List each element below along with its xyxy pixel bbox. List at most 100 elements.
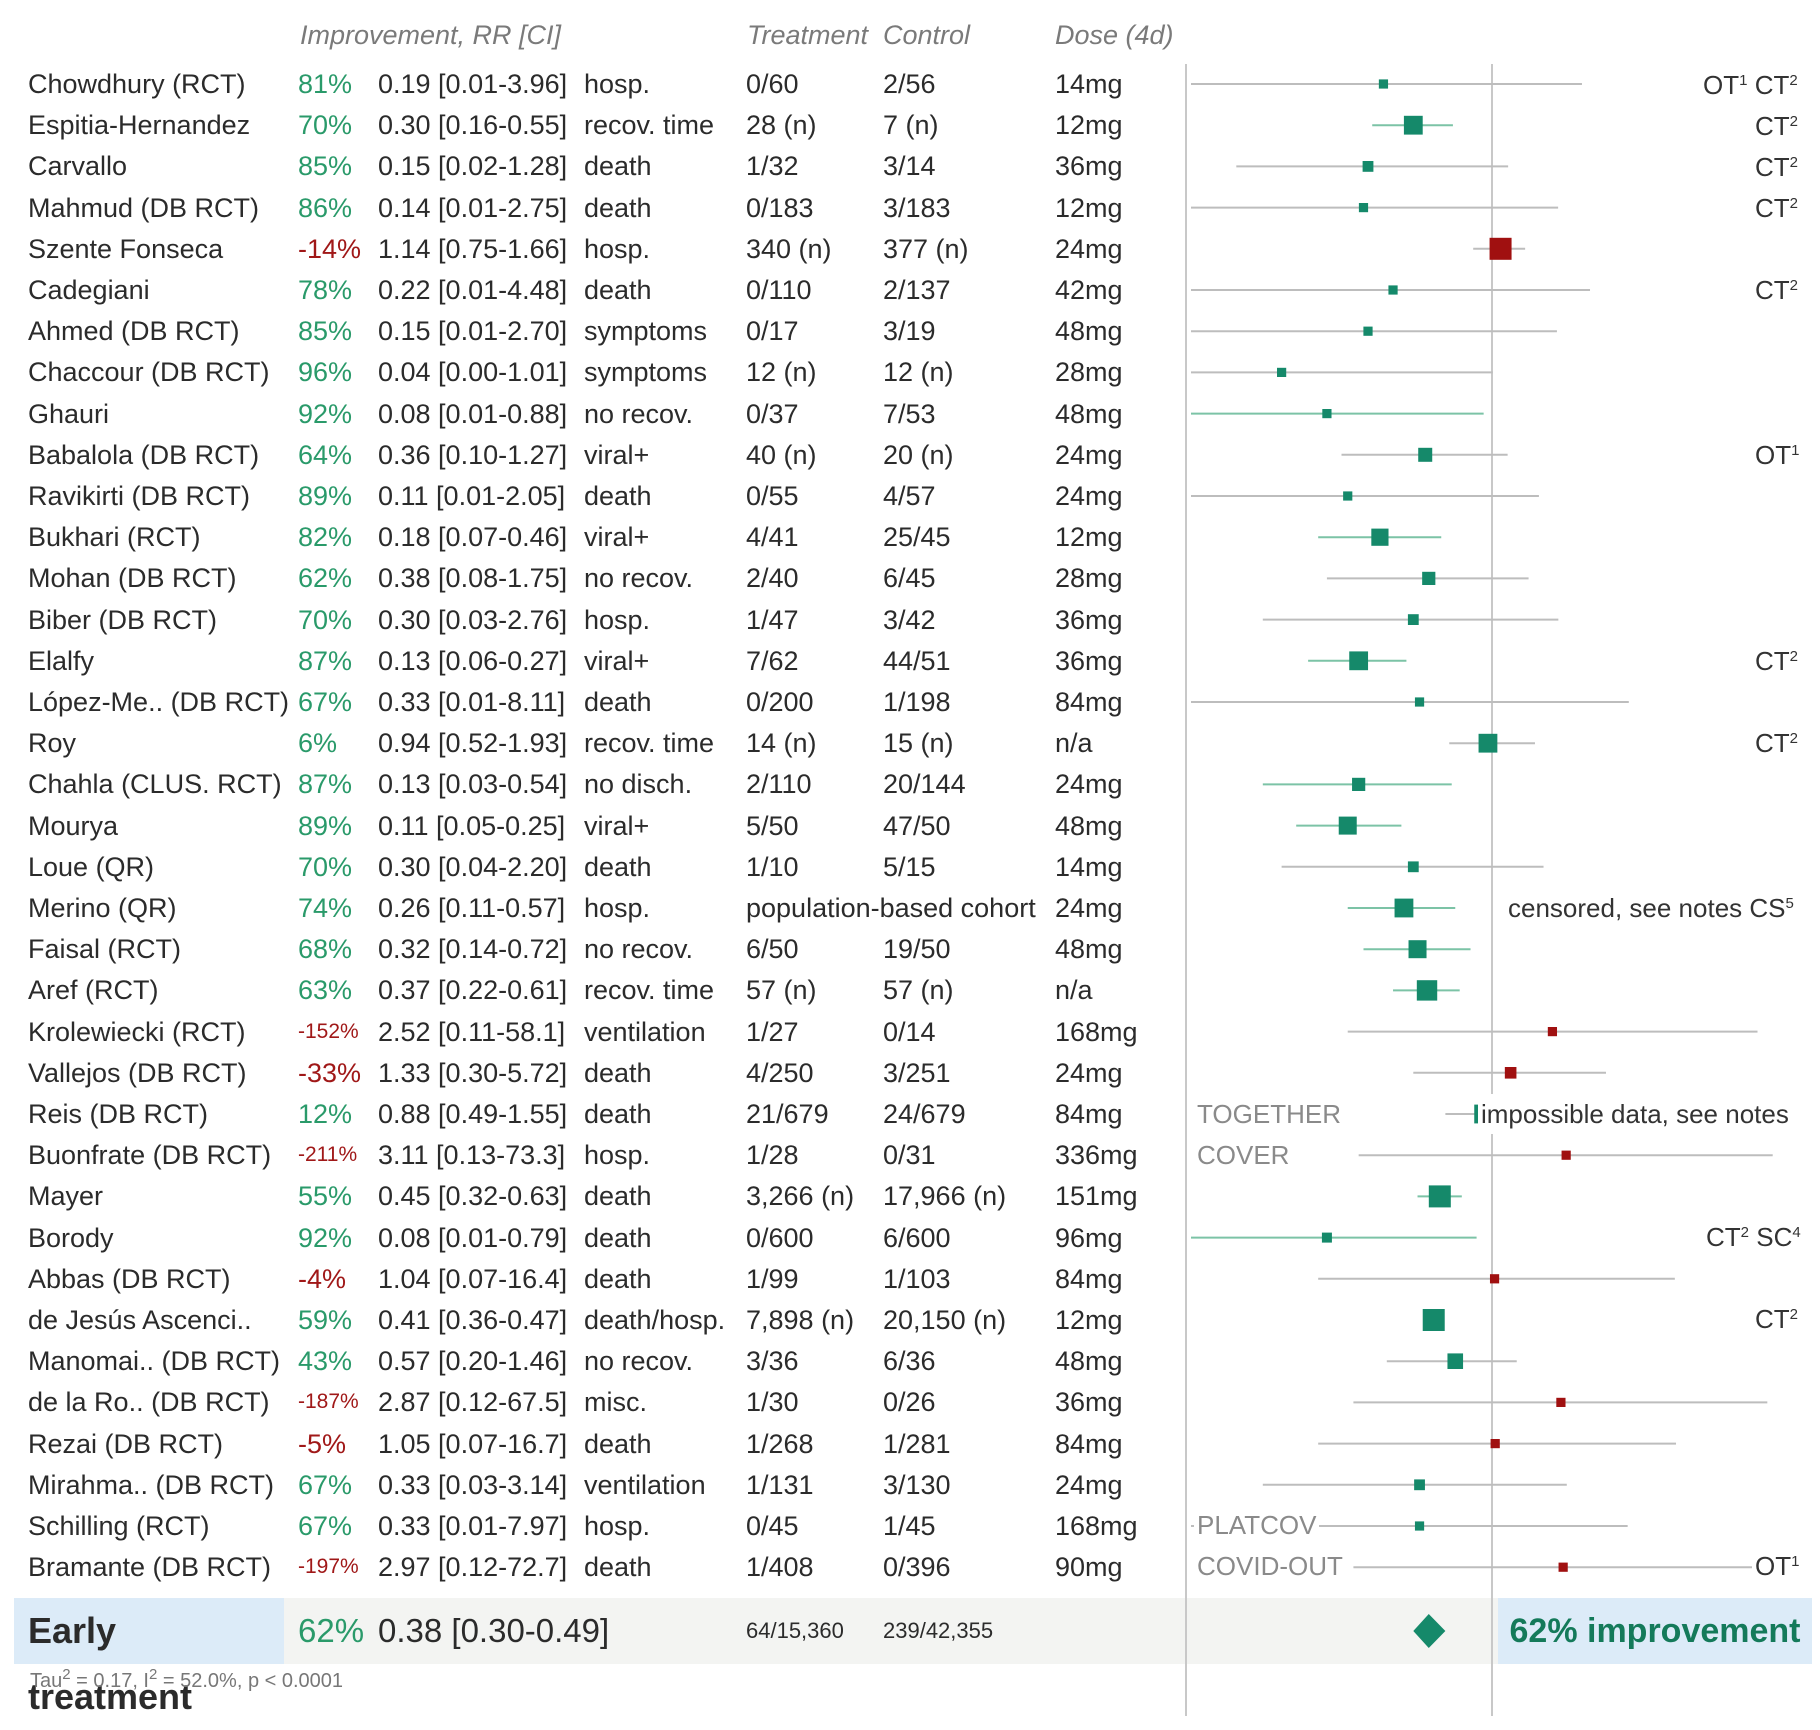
outcome: hosp. [584,1511,651,1541]
effect-marker [1358,203,1369,213]
control-count: 7/53 [883,398,936,429]
risk-ratio-ci: 0.26 [0.11-0.57] [378,893,566,923]
outcome: hosp. [584,604,651,635]
risk-ratio-ci: 0.36 [0.10-1.27] [378,439,568,470]
treatment-count: 14 (n) [746,728,817,759]
effect-marker [1490,1439,1500,1449]
study-name: Chaccour (DB RCT) [28,357,270,388]
summary-treatment: 64/15,360 [746,1618,844,1643]
annotation-ct2: CT2 [1752,147,1802,187]
control-count: 4/57 [883,481,936,511]
study-name: Elalfy [28,645,95,676]
treatment-count: 2/40 [746,563,799,594]
study-name: Ahmed (DB RCT) [28,316,240,347]
outcome: symptoms [584,316,708,347]
study-name: Loue (QR) [28,851,155,882]
control-count: 19/50 [883,934,951,965]
risk-ratio-ci: 0.38 [0.08-1.75] [378,563,568,594]
improvement-percent: 64% [298,439,353,470]
improvement-percent: 70% [298,851,353,882]
improvement-percent: 55% [298,1181,353,1212]
improvement-percent: 63% [298,975,353,1006]
improvement-percent: -14% [298,233,362,264]
risk-ratio-ci: 2.52 [0.11-58.1] [378,1016,566,1047]
dose: 12mg [1055,192,1123,223]
outcome: death [584,275,652,305]
dose: 48mg [1055,1346,1123,1377]
heterogeneity-stats: Tau2 = 0.17, I2 = 52.0%, p < 0.0001 [30,1666,344,1692]
study-name: Buonfrate (DB RCT) [28,1140,272,1171]
effect-marker [1558,1562,1568,1572]
effect-marker [1321,1232,1332,1243]
control-count: 3/251 [883,1057,951,1088]
risk-ratio-ci: 0.08 [0.01-0.88] [378,398,568,429]
annotation-buonfrate-label: COVER [1194,1135,1293,1175]
dose: 36mg [1055,604,1123,635]
outcome: misc. [584,1387,647,1418]
control-count: 7 (n) [883,110,939,141]
effect-marker [1349,651,1369,671]
treatment-count: 21/679 [746,1099,829,1129]
study-name: Mirahma.. (DB RCT) [28,1469,275,1500]
risk-ratio-ci: 0.11 [0.05-0.25] [378,810,566,841]
control-count: 12 (n) [883,357,954,388]
dose: 14mg [1055,69,1123,99]
effect-marker [1447,1353,1464,1369]
effect-marker [1418,447,1433,462]
risk-ratio-ci: 0.30 [0.04-2.20] [378,851,568,882]
treatment-count: 3,266 (n) [746,1181,855,1212]
treatment-count: 3/36 [746,1346,799,1377]
treatment-count: 40 (n) [746,439,817,470]
effect-marker [1352,777,1366,791]
summary-diamond [1413,1614,1446,1648]
effect-marker [1489,1274,1500,1284]
risk-ratio-ci: 0.11 [0.01-2.05] [378,481,566,511]
control-count: 1/45 [883,1511,936,1541]
study-name: Merino (QR) [28,893,177,923]
risk-ratio-ci: 0.33 [0.01-7.97] [378,1511,568,1541]
outcome: no recov. [584,398,694,429]
risk-ratio-ci: 1.14 [0.75-1.66] [378,233,568,264]
effect-marker [1378,79,1389,89]
treatment-count: 1/131 [746,1469,814,1500]
header-control: Control [883,20,971,50]
study-name: Espitia-Hernandez [28,110,251,141]
study-name: Mayer [28,1181,104,1212]
effect-marker [1408,940,1427,959]
treatment-count: 1/32 [746,151,799,182]
outcome: symptoms [584,357,708,388]
treatment-count: 1/408 [746,1552,814,1583]
control-count: 1/103 [883,1263,951,1294]
risk-ratio-ci: 0.22 [0.01-4.48] [378,275,568,305]
study-name: Babalola (DB RCT) [28,439,260,470]
study-name: Bramante (DB RCT) [28,1552,272,1583]
outcome: no recov. [584,563,694,594]
improvement-percent: 87% [298,769,353,800]
outcome: death [584,1552,652,1583]
dose: 24mg [1055,1469,1123,1500]
effect-marker [1422,571,1436,585]
improvement-percent: -211% [298,1143,358,1167]
effect-marker [1388,285,1398,295]
outcome: no disch. [584,769,693,800]
outcome: recov. time [584,110,715,141]
outcome: viral+ [584,645,650,676]
improvement-percent: 87% [298,645,353,676]
improvement-percent: 85% [298,316,353,347]
treatment-count: 7,898 (n) [746,1305,855,1335]
outcome: death [584,1057,652,1088]
risk-ratio-ci: 0.37 [0.22-0.61] [378,975,568,1006]
improvement-percent: 96% [298,357,353,388]
study-name: de Jesús Ascenci.. [28,1305,252,1335]
study-name: Krolewiecki (RCT) [28,1016,246,1047]
outcome: viral+ [584,439,650,470]
study-name: Mohan (DB RCT) [28,563,237,594]
control-count: 3/130 [883,1469,951,1500]
control-count: 24/679 [883,1099,966,1129]
outcome: viral+ [584,522,650,553]
outcome: ventilation [584,1469,706,1500]
improvement-percent: 12% [298,1099,353,1129]
improvement-percent: 67% [298,687,353,717]
risk-ratio-ci: 0.15 [0.01-2.70] [378,316,568,347]
